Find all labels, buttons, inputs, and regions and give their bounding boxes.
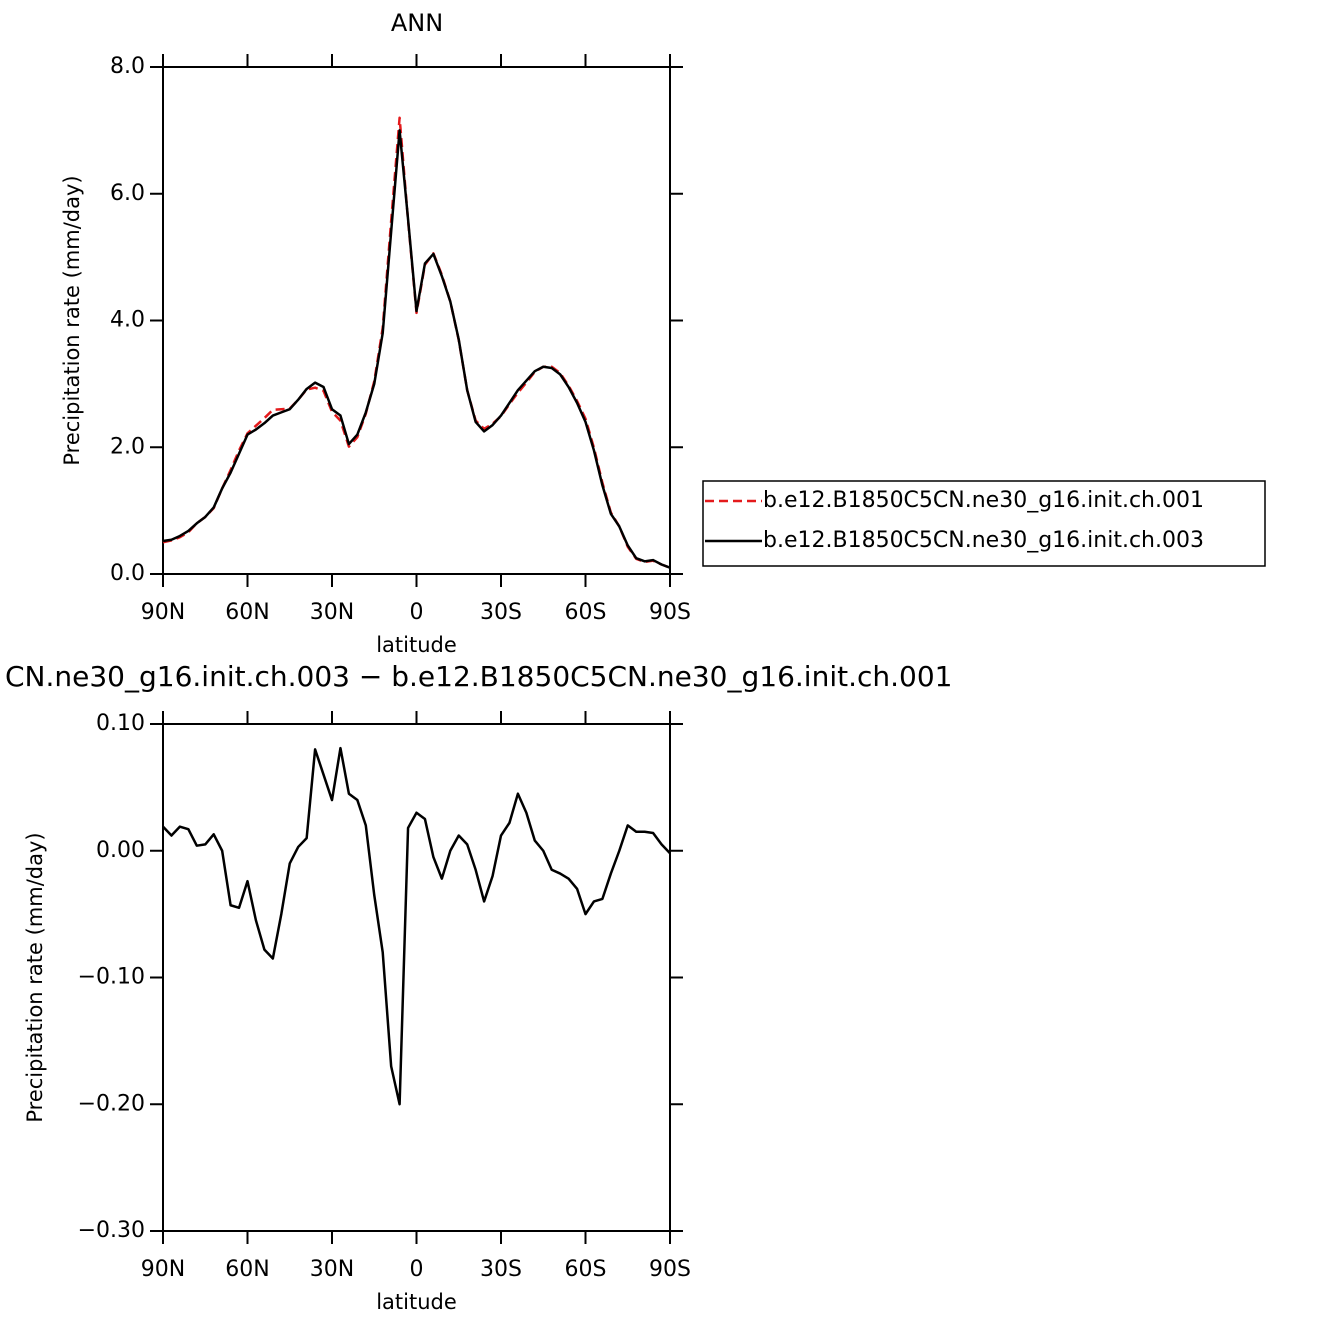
data-line	[162, 116, 671, 569]
legend-box	[702, 480, 1266, 567]
x-tick-label: 90S	[649, 1257, 691, 1282]
x-tick-label: 30N	[310, 600, 354, 625]
x-axis-label: latitude	[376, 1290, 457, 1314]
legend-label: b.e12.B1850C5CN.ne30_g16.init.ch.001	[763, 488, 1204, 513]
y-tick-label: 0.00	[96, 838, 145, 863]
x-axis-label: latitude	[376, 633, 457, 657]
data-line	[162, 746, 671, 1106]
x-tick-label: 60S	[565, 600, 607, 625]
x-tick-label: 90N	[141, 1257, 185, 1282]
x-tick-label: 90N	[141, 600, 185, 625]
y-tick-label: −0.10	[78, 965, 145, 990]
y-axis-label: Precipitation rate (mm/day)	[60, 175, 84, 465]
y-tick-label: −0.30	[78, 1218, 145, 1243]
y-tick-label: 0.0	[110, 561, 145, 586]
y-tick-label: 2.0	[110, 434, 145, 459]
plot-frame	[162, 723, 671, 1232]
y-tick-label: 6.0	[110, 181, 145, 206]
y-tick-label: 4.0	[110, 308, 145, 333]
x-tick-label: 0	[410, 1257, 424, 1282]
y-tick-label: 8.0	[110, 54, 145, 79]
y-axis-label: Precipitation rate (mm/day)	[23, 832, 47, 1122]
x-tick-label: 30S	[480, 600, 522, 625]
data-line	[162, 129, 671, 569]
y-tick-label: −0.20	[78, 1091, 145, 1116]
x-tick-label: 60S	[565, 1257, 607, 1282]
x-tick-label: 90S	[649, 600, 691, 625]
plot-frame	[162, 66, 671, 575]
x-tick-label: 60N	[225, 600, 269, 625]
legend-label: b.e12.B1850C5CN.ne30_g16.init.ch.003	[763, 528, 1204, 553]
chart-title: ANN	[391, 9, 443, 37]
x-tick-label: 60N	[225, 1257, 269, 1282]
x-tick-label: 0	[410, 600, 424, 625]
chart-title: CN.ne30_g16.init.ch.003 − b.e12.B1850C5C…	[5, 660, 952, 693]
y-tick-label: 0.10	[96, 711, 145, 736]
x-tick-label: 30N	[310, 1257, 354, 1282]
x-tick-label: 30S	[480, 1257, 522, 1282]
